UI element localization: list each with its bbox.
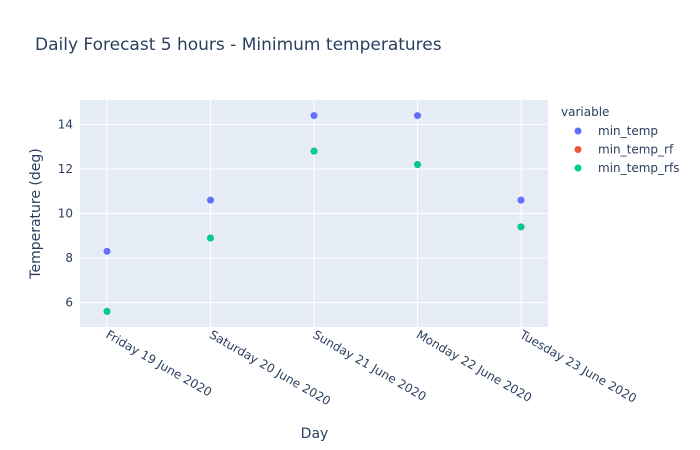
- legend-title: variable: [561, 105, 609, 119]
- point-min_temp: [103, 247, 111, 255]
- point-min_temp_rfs: [517, 223, 525, 231]
- point-min_temp: [310, 112, 318, 120]
- legend-label-min_temp_rfs: min_temp_rfs: [598, 161, 679, 175]
- y-tick-label: 10: [58, 207, 73, 221]
- gridlines: [80, 100, 548, 327]
- legend: variable min_temp min_temp_rf min_temp_rfs: [561, 105, 679, 175]
- x-tick-label: Friday 19 June 2020: [104, 327, 215, 399]
- y-tick-label: 8: [65, 251, 73, 265]
- y-tick-label: 14: [58, 117, 73, 131]
- x-tick-label: Monday 22 June 2020: [414, 327, 534, 405]
- point-min_temp_rfs: [103, 307, 111, 315]
- point-min_temp: [207, 196, 214, 204]
- legend-label-min_temp: min_temp: [598, 124, 658, 138]
- point-min_temp_rfs: [414, 161, 421, 169]
- point-min_temp: [517, 196, 525, 204]
- point-min_temp_rfs: [310, 147, 318, 155]
- chart-title: Daily Forecast 5 hours - Minimum tempera…: [35, 35, 442, 55]
- point-min_temp_rfs: [207, 234, 214, 242]
- legend-marker-min_temp_rf: [574, 146, 582, 153]
- data-points: [103, 112, 525, 315]
- x-tick-label: Tuesday 23 June 2020: [517, 327, 639, 406]
- y-tick-label: 6: [65, 296, 73, 310]
- legend-label-min_temp_rf: min_temp_rf: [598, 143, 674, 157]
- y-tick-label: 12: [58, 162, 73, 176]
- y-tick-labels: 6 8 10 12 14: [58, 117, 73, 309]
- legend-marker-min_temp_rfs: [574, 164, 582, 172]
- point-min_temp: [414, 112, 421, 120]
- y-axis-title: Temperature (deg): [28, 148, 44, 279]
- legend-marker-min_temp: [574, 127, 582, 135]
- x-axis-title: Day: [301, 426, 329, 442]
